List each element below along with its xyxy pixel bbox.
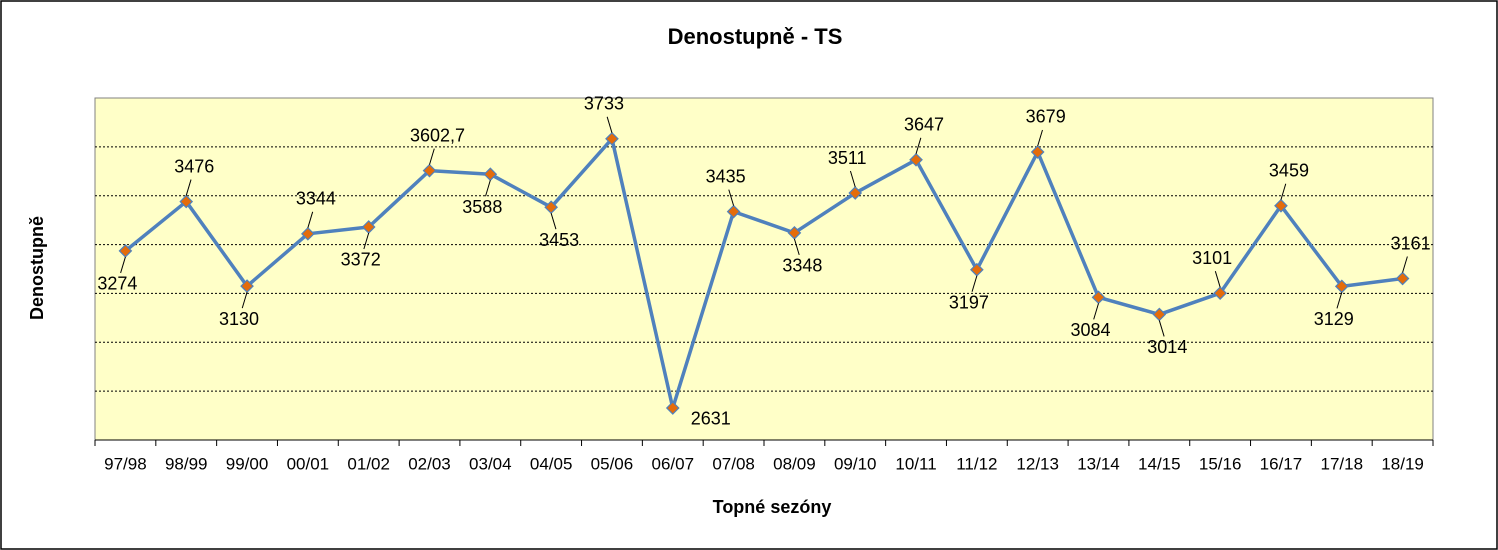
leader-line	[1402, 256, 1408, 273]
data-label: 2631	[691, 409, 731, 429]
data-marker	[909, 152, 923, 167]
x-tick-label: 07/08	[712, 454, 755, 473]
data-marker	[422, 163, 437, 178]
x-tick-label: 98/99	[165, 454, 208, 473]
leader-line	[550, 213, 557, 230]
x-tick-label: 97/98	[104, 454, 147, 473]
data-marker	[301, 226, 315, 241]
x-tick-label: 05/06	[591, 454, 634, 473]
leader-line	[185, 179, 192, 196]
x-tick-label: 14/15	[1138, 454, 1181, 473]
x-tick-label: 03/04	[469, 454, 512, 473]
x-tick-label: 00/01	[287, 454, 330, 473]
x-tick-label: 18/19	[1381, 454, 1424, 473]
data-marker	[483, 167, 498, 182]
x-tick-label: 13/14	[1077, 454, 1120, 473]
leader-line	[120, 256, 126, 274]
x-axis-title: Topné sezóny	[713, 497, 832, 517]
leader-line	[241, 291, 248, 309]
x-tick-label: 08/09	[773, 454, 816, 473]
leader-line	[915, 137, 922, 154]
data-label: 3459	[1269, 160, 1309, 180]
data-marker	[1274, 198, 1288, 213]
x-tick-label: 17/18	[1320, 454, 1363, 473]
data-label: 3372	[341, 250, 381, 270]
data-label: 3602,7	[410, 125, 465, 145]
leader-line	[849, 170, 856, 188]
data-label: 3344	[296, 189, 336, 209]
data-label: 3435	[706, 166, 746, 186]
data-label: 3274	[97, 274, 137, 294]
data-label: 3733	[584, 94, 624, 114]
x-tick-label: 99/00	[226, 454, 269, 473]
data-label: 3476	[174, 156, 214, 176]
x-tick-label: 12/13	[1016, 454, 1059, 473]
leader-line	[429, 148, 435, 165]
leader-line	[485, 180, 491, 197]
leader-line	[606, 116, 613, 133]
data-marker	[1395, 271, 1410, 286]
x-tick-label: 01/02	[347, 454, 390, 473]
leader-line	[1280, 183, 1287, 200]
chart-title: Denostupně - TS	[668, 24, 843, 49]
data-label: 3101	[1192, 248, 1232, 268]
x-tick-label: 10/11	[895, 454, 936, 473]
data-marker	[726, 204, 741, 219]
leader-line	[307, 211, 314, 228]
leader-line	[1336, 292, 1343, 309]
data-marker	[1091, 290, 1106, 305]
x-tick-label: 16/17	[1260, 454, 1303, 473]
leader-line	[363, 232, 370, 250]
data-label: 3161	[1391, 233, 1431, 253]
data-label: 3511	[828, 148, 867, 168]
leader-line	[1037, 129, 1043, 147]
plot-area	[94, 97, 1434, 441]
data-marker	[665, 401, 680, 415]
x-tick-label: 02/03	[408, 454, 451, 473]
data-marker	[179, 194, 194, 209]
x-tick-label: 11/12	[956, 454, 997, 473]
leader-line	[728, 189, 735, 206]
data-label: 3014	[1147, 337, 1187, 357]
data-marker	[1213, 286, 1227, 301]
data-marker	[605, 131, 619, 146]
leader-line	[1158, 320, 1165, 337]
data-label: 3588	[462, 197, 502, 217]
leader-line	[793, 238, 800, 255]
x-tick-label: 04/05	[530, 454, 573, 473]
leader-line	[1214, 271, 1221, 288]
leader-line	[1093, 303, 1099, 320]
x-tick-label: 15/16	[1199, 454, 1242, 473]
data-marker	[1030, 145, 1045, 159]
x-tick-label: 06/07	[651, 454, 694, 473]
x-tick-label: 09/10	[834, 454, 877, 473]
data-marker	[848, 186, 863, 200]
data-label: 3453	[539, 230, 579, 250]
data-label: 3129	[1314, 309, 1354, 329]
data-label: 3130	[219, 309, 259, 329]
data-label: 3679	[1026, 107, 1066, 127]
data-line	[124, 137, 1403, 410]
data-label: 3348	[782, 256, 822, 276]
data-label: 3084	[1070, 320, 1110, 340]
data-label: 3647	[904, 115, 944, 135]
data-label: 3197	[949, 292, 989, 312]
leader-line	[971, 275, 978, 292]
y-axis-title: Denostupně	[27, 216, 47, 320]
